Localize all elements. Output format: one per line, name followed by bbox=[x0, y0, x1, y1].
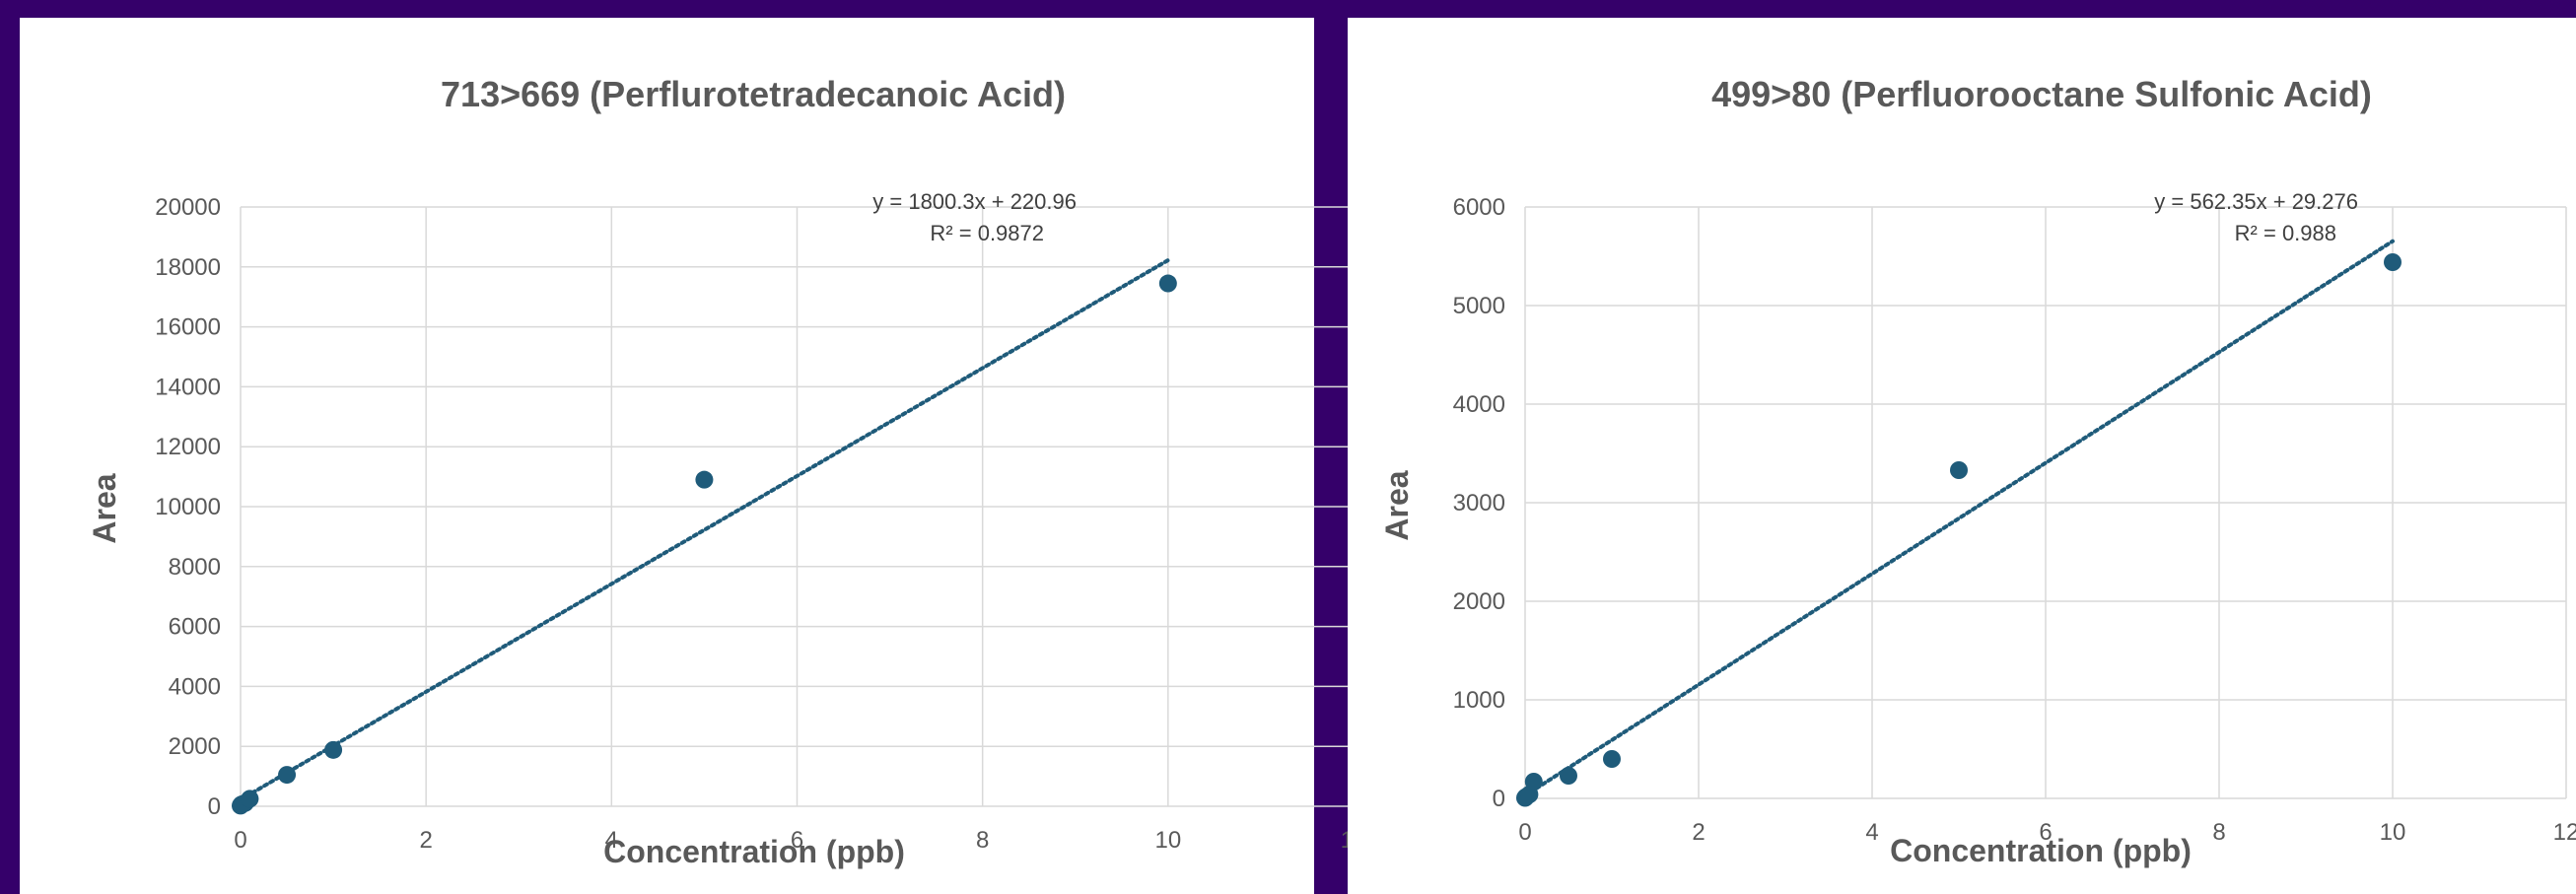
x-tick-label: 8 bbox=[2212, 819, 2225, 846]
y-tick-label: 16000 bbox=[155, 314, 221, 341]
tick-labels: 0 2000 4000 6000 8000 10000 12000 14000 16000 180… bbox=[155, 194, 1366, 854]
y-tick-label: 4000 bbox=[169, 673, 221, 700]
data-point bbox=[695, 470, 714, 489]
y-tick-label: 12000 bbox=[155, 434, 221, 460]
data-point bbox=[1950, 461, 1968, 479]
x-tick-label: 6 bbox=[791, 827, 803, 854]
trendline-r-squared: R² = 0.9872 bbox=[930, 221, 1044, 245]
data-point bbox=[1158, 274, 1177, 293]
x-tick-label: 0 bbox=[1518, 819, 1531, 846]
y-tick-label: 2000 bbox=[1453, 588, 1505, 615]
y-tick-label: 5000 bbox=[1453, 293, 1505, 319]
x-tick-label: 6 bbox=[2039, 819, 2052, 846]
x-axis-label: Concentration (ppb) bbox=[1890, 833, 2192, 868]
tick-labels: 0 1000 2000 3000 4000 5000 6000 0 2 4 6 8 10 12 bbox=[1453, 194, 2576, 846]
y-tick-label: 0 bbox=[208, 793, 221, 820]
trendline bbox=[1523, 239, 2395, 798]
data-point bbox=[2384, 253, 2402, 271]
y-tick-label: 6000 bbox=[169, 614, 221, 641]
data-points bbox=[232, 274, 1177, 815]
x-tick-label: 10 bbox=[2380, 819, 2406, 846]
x-tick-label: 0 bbox=[234, 827, 246, 854]
y-tick-label: 14000 bbox=[155, 374, 221, 400]
y-axis-label: Area bbox=[1379, 470, 1415, 540]
x-tick-label: 10 bbox=[1154, 827, 1181, 854]
trendline-group bbox=[1523, 239, 2395, 798]
x-tick-label: 4 bbox=[605, 827, 618, 854]
chart-panel-right: 499>80 (Perfluorooctane Sulfonic Acid) 0… bbox=[1348, 47, 2576, 888]
trendline-equation: y = 1800.3x + 220.96 bbox=[872, 189, 1077, 214]
data-point bbox=[1524, 773, 1543, 791]
y-tick-label: 0 bbox=[1493, 786, 1505, 812]
trendline-r-squared: R² = 0.988 bbox=[2235, 221, 2336, 245]
data-point bbox=[241, 790, 259, 808]
trendline-group bbox=[239, 257, 1170, 802]
x-tick-label: 12 bbox=[2553, 819, 2576, 846]
y-tick-label: 3000 bbox=[1453, 490, 1505, 516]
x-tick-label: 4 bbox=[1865, 819, 1878, 846]
y-tick-label: 10000 bbox=[155, 494, 221, 520]
chart-panel-left: 713>669 (Perflurotetradecanoic Acid) 0 20… bbox=[56, 47, 1366, 888]
x-tick-label: 2 bbox=[1692, 819, 1705, 846]
chart-left-svg: 713>669 (Perflurotetradecanoic Acid) 020… bbox=[87, 74, 1366, 869]
data-point bbox=[278, 766, 297, 785]
x-tick-label: 8 bbox=[976, 827, 989, 854]
trendline-equation: y = 562.35x + 29.276 bbox=[2154, 189, 2358, 214]
y-tick-label: 20000 bbox=[155, 194, 221, 221]
chart-title: 499>80 (Perfluorooctane Sulfonic Acid) bbox=[1711, 74, 2372, 114]
chart-title: 713>669 (Perflurotetradecanoic Acid) bbox=[441, 74, 1066, 114]
x-axis-label: Concentration (ppb) bbox=[603, 834, 905, 869]
grid-lines bbox=[1524, 206, 2567, 799]
data-point bbox=[1603, 750, 1621, 768]
trendline bbox=[239, 257, 1170, 802]
data-points bbox=[1516, 253, 2402, 807]
data-point bbox=[1560, 767, 1577, 785]
chart-right-svg: 499>80 (Perfluorooctane Sulfonic Acid) 0… bbox=[1379, 74, 2576, 868]
y-tick-label: 1000 bbox=[1453, 687, 1505, 714]
y-tick-label: 18000 bbox=[155, 254, 221, 281]
grid-lines bbox=[240, 206, 1355, 807]
y-axis-label: Area bbox=[87, 473, 122, 543]
y-tick-label: 4000 bbox=[1453, 391, 1505, 418]
y-tick-label: 8000 bbox=[169, 554, 221, 581]
y-tick-label: 6000 bbox=[1453, 194, 1505, 221]
data-point bbox=[324, 740, 343, 759]
panel-divider bbox=[1314, 18, 1348, 894]
x-tick-label: 2 bbox=[419, 827, 432, 854]
y-tick-label: 2000 bbox=[169, 733, 221, 760]
